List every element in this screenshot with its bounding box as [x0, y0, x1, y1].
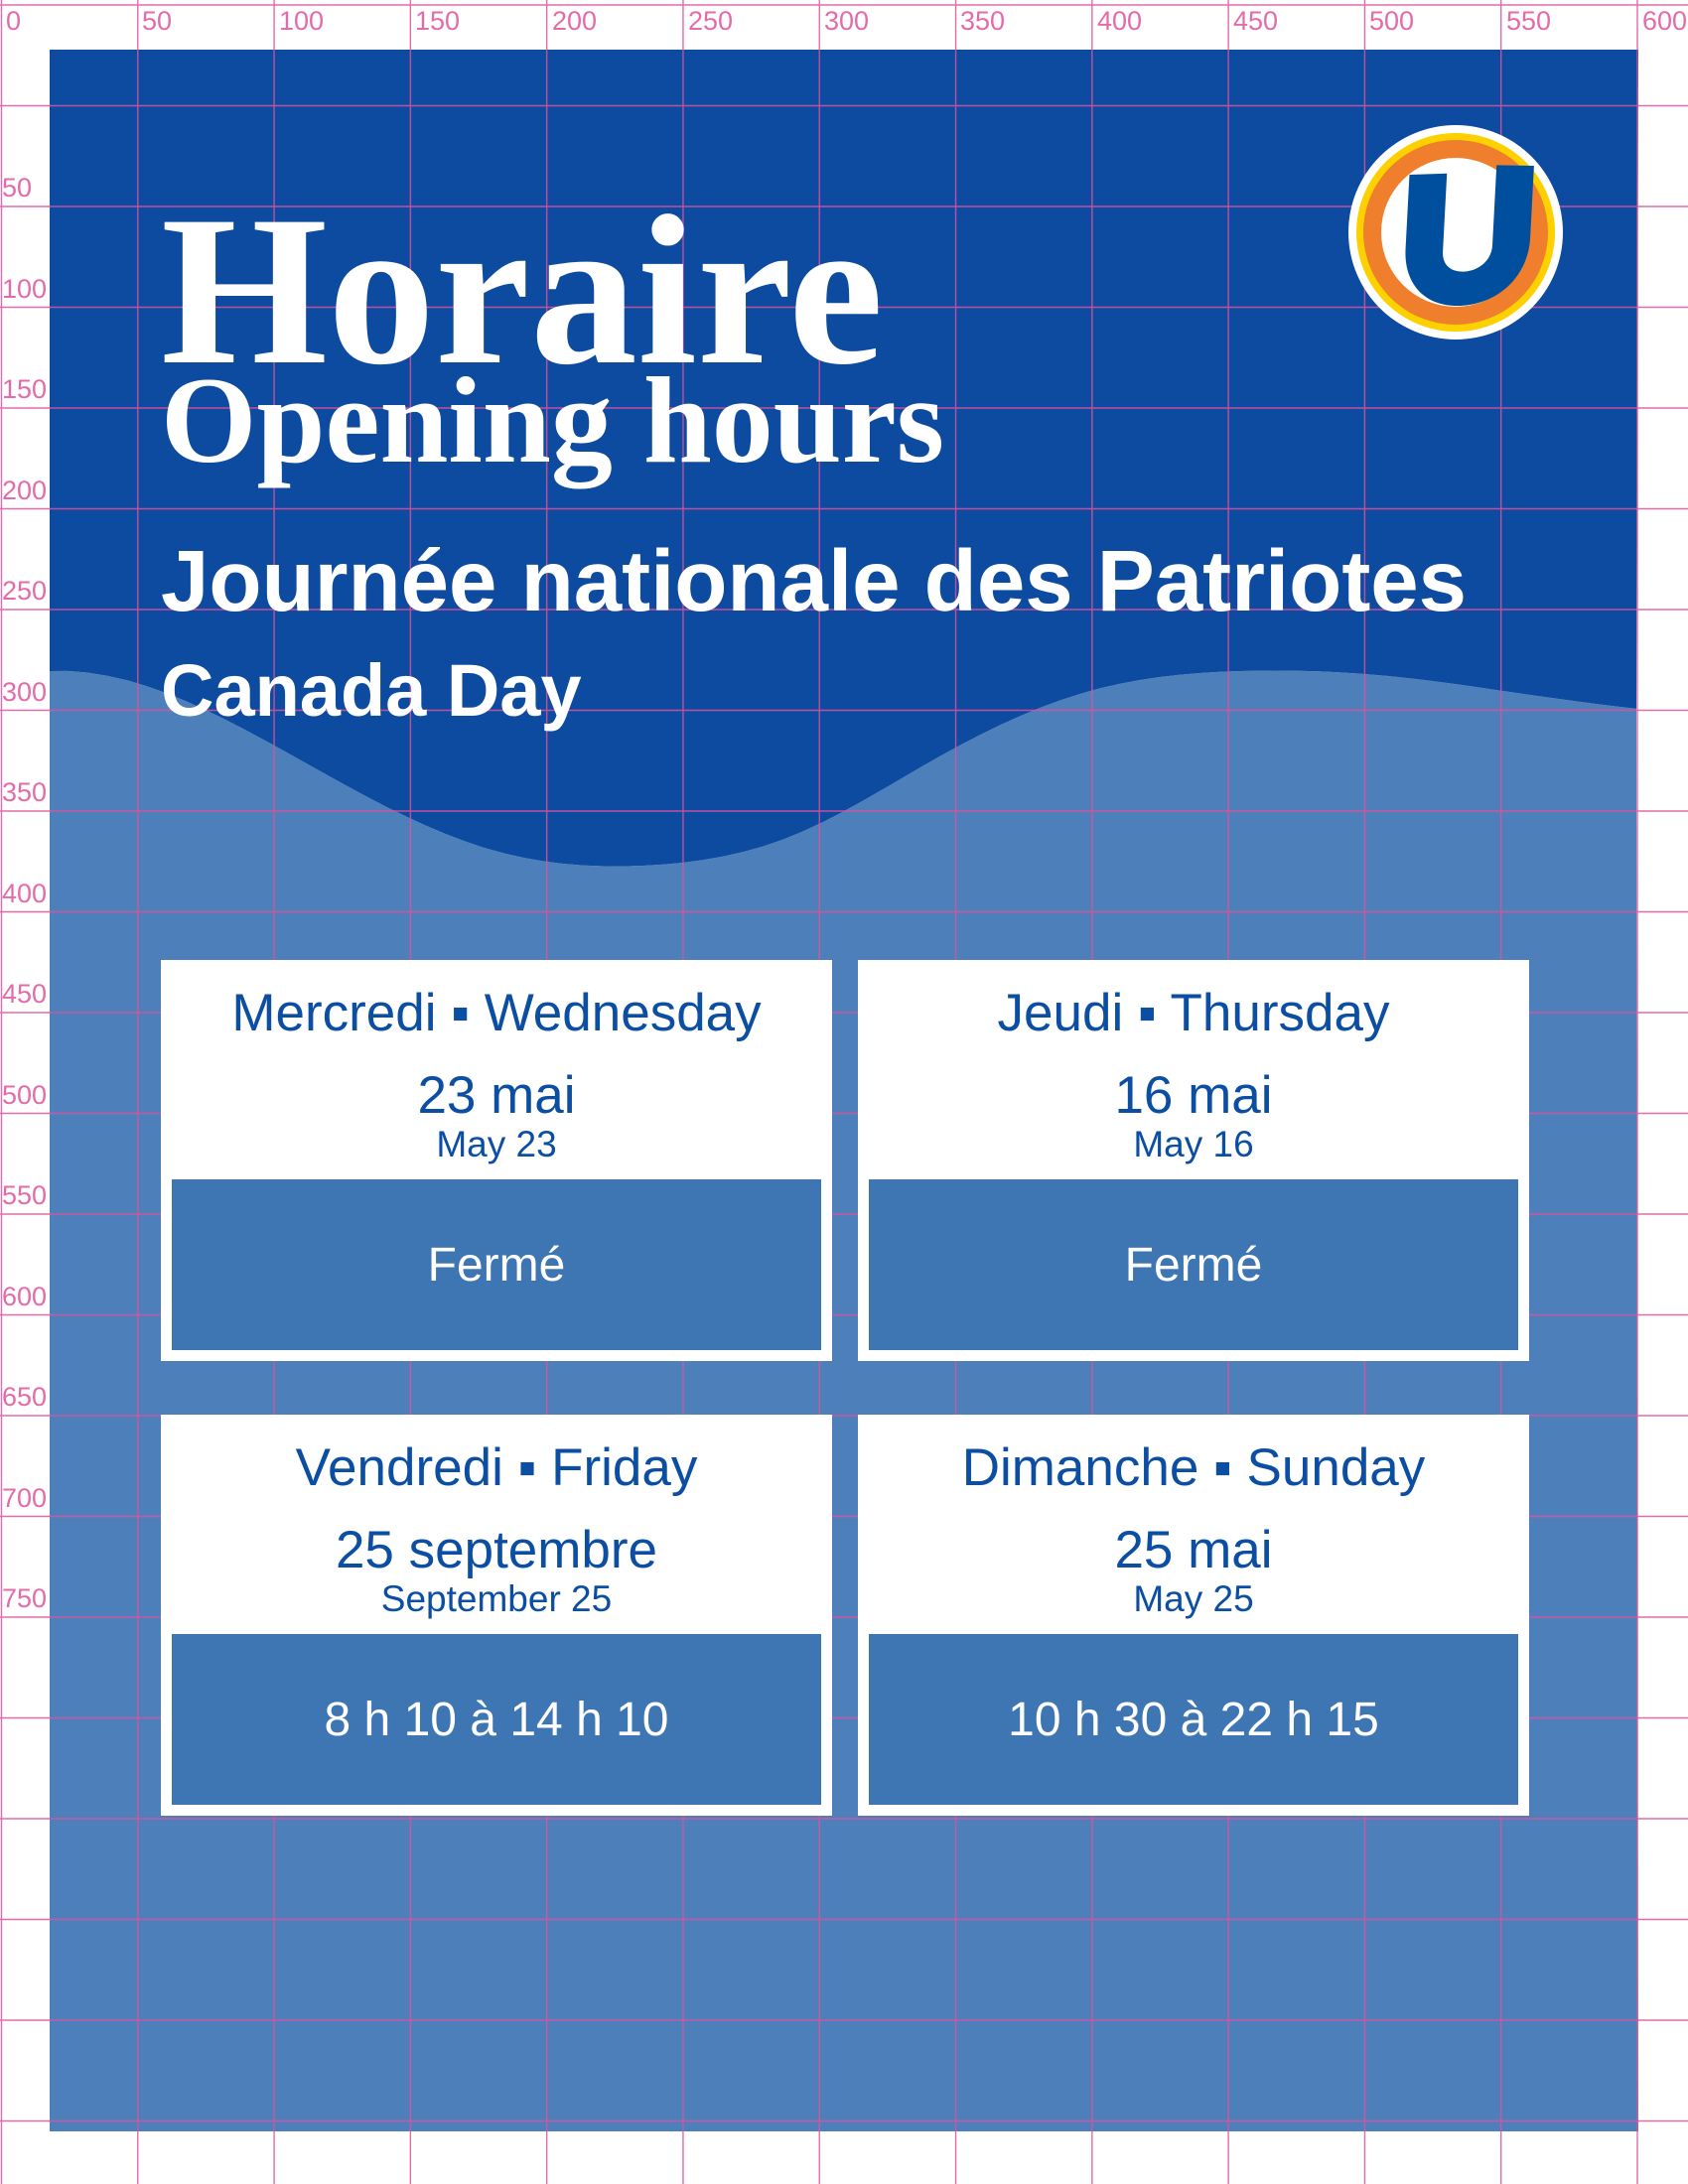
svg-text:250: 250	[688, 6, 733, 36]
svg-text:200: 200	[2, 476, 47, 505]
svg-text:50: 50	[2, 173, 32, 203]
svg-text:300: 300	[824, 6, 869, 36]
svg-text:550: 550	[1506, 6, 1551, 36]
svg-text:600: 600	[2, 1282, 47, 1311]
svg-text:650: 650	[2, 1382, 47, 1412]
svg-text:0: 0	[6, 6, 21, 36]
svg-text:150: 150	[2, 374, 47, 404]
svg-text:200: 200	[552, 6, 597, 36]
svg-text:150: 150	[415, 6, 460, 36]
svg-text:500: 500	[2, 1080, 47, 1110]
svg-text:450: 450	[1233, 6, 1278, 36]
svg-text:600: 600	[1642, 6, 1687, 36]
svg-text:100: 100	[279, 6, 324, 36]
svg-text:300: 300	[2, 677, 47, 707]
svg-text:500: 500	[1369, 6, 1414, 36]
svg-text:700: 700	[2, 1483, 47, 1513]
svg-text:350: 350	[2, 777, 47, 807]
svg-text:550: 550	[2, 1180, 47, 1210]
svg-text:250: 250	[2, 576, 47, 606]
svg-text:350: 350	[960, 6, 1005, 36]
svg-text:450: 450	[2, 979, 47, 1009]
svg-text:50: 50	[142, 6, 172, 36]
svg-text:100: 100	[2, 274, 47, 304]
svg-text:400: 400	[1097, 6, 1142, 36]
svg-text:400: 400	[2, 879, 47, 908]
svg-text:750: 750	[2, 1583, 47, 1613]
